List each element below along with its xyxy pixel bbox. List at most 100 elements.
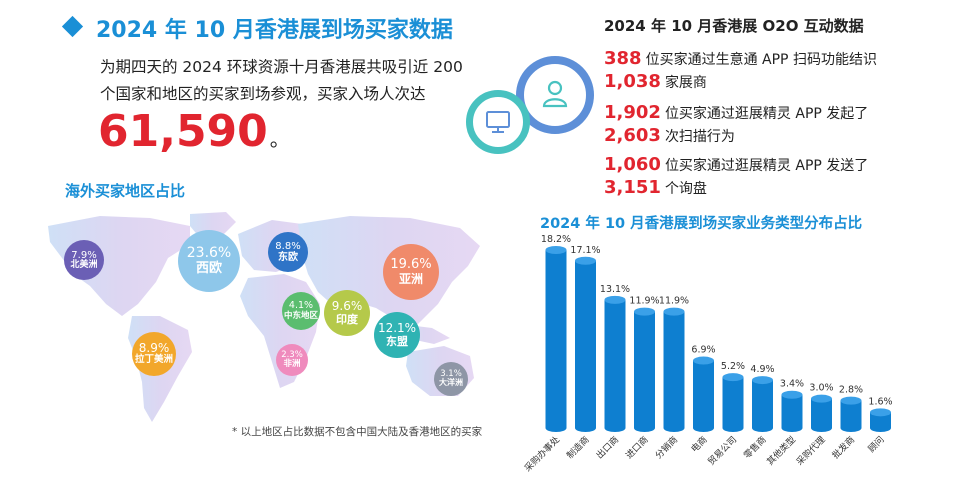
o2o-number: 1,902 — [604, 102, 661, 123]
total-visits-value: 61,590 — [98, 106, 268, 157]
region-pct: 8.8% — [275, 241, 301, 252]
region-name: 北美洲 — [70, 259, 98, 270]
region-pct: 19.6% — [390, 257, 432, 273]
bar-value-label: 11.9% — [659, 296, 689, 307]
bar-top — [722, 373, 744, 382]
bar — [781, 390, 803, 432]
region-pct: 2.3% — [281, 349, 303, 360]
inner-ring — [466, 90, 530, 154]
bar-top — [634, 307, 655, 316]
region-name: 东盟 — [386, 334, 408, 348]
bar-body — [545, 250, 567, 428]
bar — [604, 295, 626, 432]
total-visits-suffix: 。 — [269, 127, 290, 151]
bar-body — [811, 398, 832, 428]
category-label: 批发商 — [830, 434, 858, 462]
region-pct: 12.1% — [377, 321, 417, 336]
bar-value-label: 11.9% — [629, 296, 659, 307]
o2o-text: 位买家通过逛展精灵 APP 发起了 — [664, 106, 869, 122]
bar-top — [575, 256, 596, 265]
bar-body — [870, 412, 891, 428]
o2o-number: 388 — [604, 48, 642, 69]
bar-body — [604, 299, 626, 428]
o2o-number: 1,060 — [604, 154, 661, 175]
category-label: 制造商 — [564, 434, 592, 462]
bar-base — [781, 424, 803, 432]
bar-top — [840, 396, 862, 405]
map-title: 海外买家地区占比 — [65, 182, 186, 200]
bar-value-label: 18.2% — [541, 234, 571, 245]
region-north-america: 7.9% 北美洲 — [64, 240, 104, 280]
region-name: 东欧 — [278, 252, 298, 263]
o2o-number: 2,603 — [604, 125, 661, 146]
bar — [752, 376, 773, 432]
bar-base — [575, 424, 596, 432]
bar-body — [781, 394, 803, 428]
bar-body — [840, 400, 862, 428]
bar-value-label: 3.4% — [780, 379, 804, 390]
o2o-line: 1,038 家展商 — [604, 71, 707, 94]
bar — [663, 307, 685, 432]
bar-value-label: 1.6% — [868, 396, 892, 407]
region-name: 西欧 — [195, 260, 222, 276]
category-label: 其他类型 — [764, 434, 798, 468]
bar-base — [634, 424, 655, 432]
region-eastern-europe: 8.8% 东欧 — [268, 232, 308, 272]
bar-base — [722, 424, 744, 432]
o2o-number: 3,151 — [604, 177, 661, 198]
chart-title: 2024 年 10 月香港展到场买家业务类型分布占比 — [540, 216, 863, 232]
region-name: 亚洲 — [398, 271, 423, 286]
user-icon — [542, 80, 568, 108]
region-name: 印度 — [336, 312, 358, 326]
bar-value-label: 17.1% — [570, 245, 600, 256]
map-footnote: * 以上地区占比数据不包含中国大陆及香港地区的买家 — [232, 426, 483, 438]
bar — [722, 373, 744, 432]
region-name: 非洲 — [283, 359, 301, 369]
region-name: 中东地区 — [283, 310, 318, 321]
o2o-text: 家展商 — [664, 75, 707, 91]
bar-body — [752, 380, 773, 428]
category-label: 采购办事处 — [522, 434, 562, 474]
category-label: 分销商 — [653, 434, 681, 462]
bar — [634, 307, 655, 432]
bar-top — [693, 356, 714, 365]
region-western-europe: 23.6% 西欧 — [178, 230, 240, 292]
title-diamond-icon — [61, 15, 84, 38]
o2o-line: 3,151 个询盘 — [604, 177, 707, 200]
region-pct: 9.6% — [331, 299, 363, 314]
region-middle-east: 4.1% 中东地区 — [282, 292, 320, 330]
bar-body — [663, 311, 685, 428]
total-visits: 61,590。 — [98, 106, 290, 165]
category-label: 零售商 — [741, 434, 769, 462]
o2o-text: 个询盘 — [664, 181, 707, 197]
region-india: 9.6% 印度 — [324, 290, 370, 336]
region-pct: 7.9% — [71, 249, 97, 261]
category-label: 出口商 — [594, 434, 622, 462]
o2o-text: 次扫描行为 — [664, 129, 735, 145]
bar-base — [811, 424, 832, 432]
bar-body — [722, 377, 744, 428]
o2o-number: 1,038 — [604, 71, 661, 92]
region-africa: 2.3% 非洲 — [276, 344, 308, 376]
bar-value-label: 2.8% — [839, 385, 863, 396]
region-oceania: 3.1% 大洋洲 — [434, 362, 468, 396]
bar-top — [870, 408, 891, 417]
bar — [870, 408, 891, 432]
region-pct: 4.1% — [288, 300, 314, 312]
bar-top — [781, 390, 803, 399]
bar-base — [545, 424, 567, 432]
region-name: 拉丁美洲 — [134, 354, 173, 366]
bar-top — [752, 376, 773, 385]
bar — [693, 356, 714, 432]
bar-value-label: 6.9% — [691, 345, 715, 356]
bar — [545, 246, 567, 432]
bar-base — [752, 424, 773, 432]
intro-text: 为期四天的 2024 环球资源十月香港展共吸引近 200 个国家和地区的买家到场… — [100, 58, 463, 103]
category-label: 顾问 — [865, 434, 886, 455]
bar — [840, 396, 862, 432]
bar-base — [840, 424, 862, 432]
bar-body — [634, 311, 655, 428]
category-label: 进口商 — [623, 434, 651, 462]
bar — [811, 394, 832, 432]
bar-top — [663, 307, 685, 316]
